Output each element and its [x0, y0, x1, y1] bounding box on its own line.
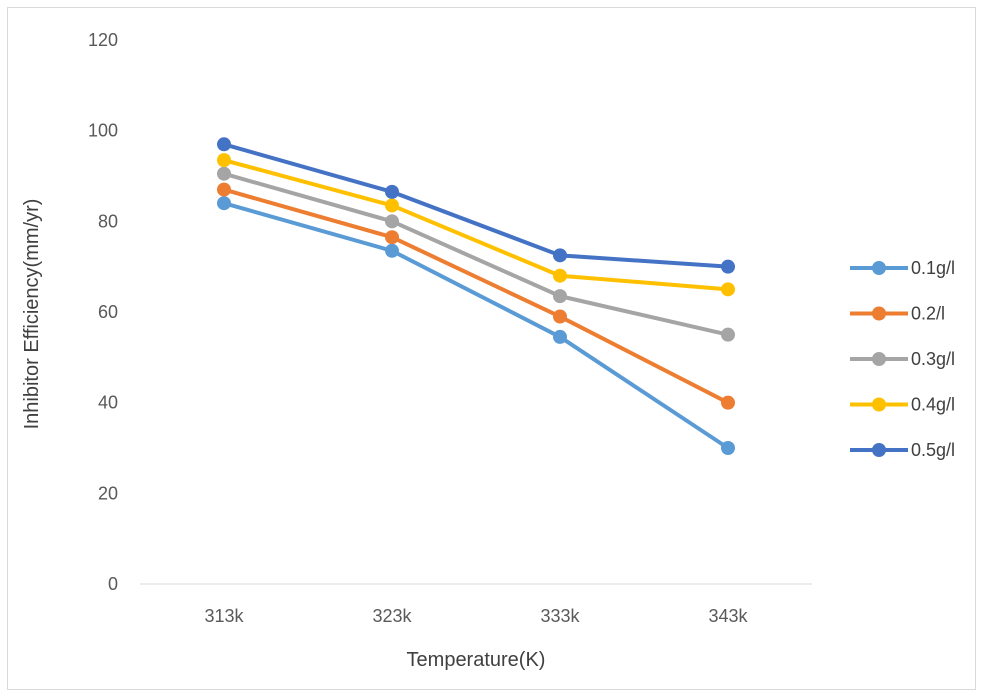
legend: 0.1g/l 0.2/l 0.3g/l 0.4g/l 0.5g/l — [850, 258, 955, 460]
legend-item: 0.1g/l — [850, 258, 955, 278]
data-point — [553, 268, 567, 283]
series-line — [222, 171, 730, 337]
legend-label: 0.2/l — [911, 304, 945, 324]
data-point — [721, 259, 735, 274]
y-axis-ticks: 0 20 40 60 80 100 120 — [88, 30, 118, 594]
legend-item: 0.4g/l — [850, 395, 955, 415]
y-tick-label: 20 — [98, 483, 118, 503]
legend-label: 0.4g/l — [911, 395, 955, 415]
series-0-5g-l — [217, 137, 735, 274]
x-tick-label: 343k — [708, 606, 748, 626]
y-tick-label: 60 — [98, 302, 118, 322]
data-point — [553, 329, 567, 344]
data-point — [217, 153, 231, 168]
legend-label: 0.1g/l — [911, 258, 955, 278]
y-axis-title: Inhibitor Efficiency(mm/yr) — [21, 199, 43, 430]
data-point — [721, 282, 735, 297]
data-point — [553, 309, 567, 324]
y-tick-label: 0 — [108, 574, 118, 594]
legend-item: 0.3g/l — [850, 349, 955, 369]
x-tick-label: 333k — [540, 606, 580, 626]
legend-marker — [872, 397, 886, 412]
y-tick-label: 40 — [98, 393, 118, 413]
chart-frame — [7, 7, 976, 690]
series-0-2-l — [217, 182, 735, 410]
series-line — [222, 187, 730, 405]
data-point — [553, 248, 567, 263]
data-point — [721, 441, 735, 455]
series-0-3g-l — [217, 166, 735, 342]
data-point — [217, 137, 231, 152]
legend-marker — [872, 261, 886, 275]
legend-label: 0.5g/l — [911, 440, 955, 460]
y-tick-label: 80 — [98, 211, 118, 231]
data-point — [721, 327, 735, 342]
data-point — [217, 196, 231, 211]
data-point — [385, 214, 399, 229]
legend-marker — [872, 306, 886, 321]
legend-item: 0.2/l — [850, 304, 945, 324]
data-point — [217, 166, 231, 181]
data-point — [385, 184, 399, 199]
x-axis-title: Temperature(K) — [407, 649, 546, 671]
legend-marker — [872, 443, 886, 457]
x-tick-label: 313k — [204, 606, 244, 626]
legend-item: 0.5g/l — [850, 440, 955, 460]
series-line — [222, 142, 730, 269]
x-tick-label: 323k — [372, 606, 412, 626]
data-point — [385, 230, 399, 245]
data-point — [553, 289, 567, 304]
y-tick-label: 100 — [88, 121, 118, 141]
y-tick-label: 120 — [88, 30, 118, 50]
series-line — [222, 158, 730, 292]
x-axis-ticks: 313k 323k 333k 343k — [204, 606, 748, 626]
data-point — [385, 243, 399, 258]
legend-label: 0.3g/l — [911, 349, 955, 369]
data-point — [721, 395, 735, 410]
series-line — [222, 201, 730, 450]
series-layer — [217, 137, 735, 455]
data-point — [217, 182, 231, 197]
series-0-4g-l — [217, 153, 735, 297]
series-0-1g-l — [217, 196, 735, 455]
legend-marker — [872, 352, 886, 366]
data-point — [385, 198, 399, 213]
